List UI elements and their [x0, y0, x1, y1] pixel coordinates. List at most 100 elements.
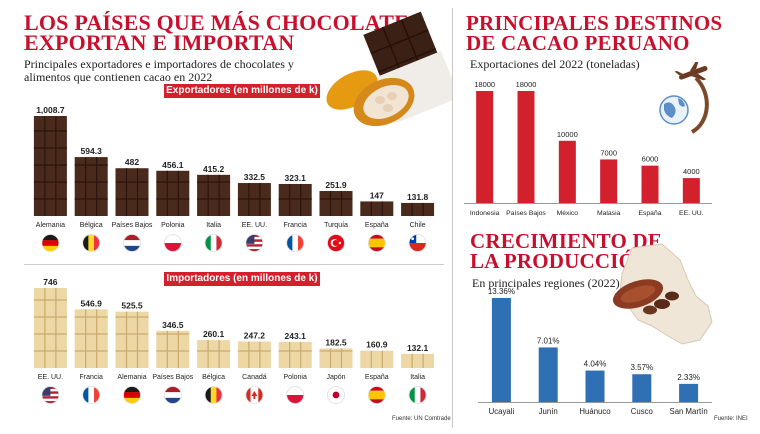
bar-group-espana: 160.9 España: [360, 340, 394, 404]
bar-group-alemania: 1,008.7 Alemania: [33, 105, 67, 252]
value-label-alemania: 1,008.7: [36, 105, 65, 115]
bar-mexico: [558, 140, 576, 203]
value-label-malasia: 7000: [600, 148, 617, 157]
bar-francia: [74, 309, 108, 368]
production-chart: 13.36% Ucayali 7.01% Junín 4.04% Huánuco 3.57%…: [478, 287, 712, 416]
bar-group-francia: 323.1 Francia: [278, 173, 312, 252]
value-label-turquia: 251.9: [325, 180, 347, 190]
bar-canada: [237, 341, 271, 368]
flag-usa-icon: [41, 386, 60, 404]
peru-map-cacao-illustration: [612, 243, 713, 345]
bar-group-paises-bajos: 482 Países Bajos: [112, 157, 153, 252]
flag-spain-icon: [367, 234, 386, 252]
bar-group-turquia: 251.9 Turquía: [319, 180, 353, 252]
chocolate-cacao-illustration: [326, 11, 452, 127]
bar-polonia: [278, 341, 312, 368]
category-label-italia: Italia: [206, 222, 221, 229]
bar-group-ucayali: 13.36% Ucayali: [488, 287, 515, 416]
value-label-francia: 546.9: [81, 298, 103, 308]
flag-poland-icon: [286, 386, 305, 404]
right-top-title-line1: PRINCIPALES DESTINOS: [466, 11, 723, 35]
left-source: Fuente: UN Comtrade: [392, 416, 451, 422]
value-label-italia: 132.1: [407, 343, 429, 353]
globe-icon: [659, 95, 689, 125]
exporters-chart: 1,008.7 Alemania 594.3 Bélgica 482 Países Baj…: [33, 105, 435, 252]
bar-espana: [360, 350, 394, 368]
bar-group-paises-bajos: 346.5 Países Bajos: [152, 320, 194, 404]
flag-france-icon: [286, 234, 305, 252]
category-label-francia: Francia: [80, 374, 103, 381]
right-bottom-title: CRECIMIENTO DE LA PRODUCCIÓN: [470, 231, 690, 272]
left-title-line1: LOS PAÍSES QUE MÁS CHOCOLATE: [24, 10, 409, 35]
category-label-alemania: Alemania: [117, 374, 146, 381]
flag-japan-icon: [327, 386, 345, 404]
category-label-huanuco: Huánuco: [579, 407, 611, 416]
value-label-indonesia: 18000: [474, 80, 495, 89]
bar-group-italia: 415.2 Italia: [197, 164, 231, 252]
category-label-espana: España: [365, 374, 389, 381]
category-label-junin: Junín: [539, 407, 558, 416]
bar-group-espana: 147 España: [360, 190, 394, 252]
exporters-banner: Exportadores (en millones de k): [164, 84, 320, 98]
bar-ucayali: [491, 298, 511, 402]
globe-airplane-illustration: [659, 62, 709, 134]
bar-francia: [278, 183, 312, 216]
bar-group-canada: 247.2 Canadá: [237, 330, 271, 404]
value-label-alemania: 525.5: [121, 301, 143, 311]
bar-group-huanuco: 4.04% Huánuco: [579, 360, 611, 416]
bar-alemania: [115, 311, 149, 368]
category-label-paises-bajos: Países Bajos: [506, 210, 546, 217]
flag-italy-icon: [408, 386, 427, 404]
category-label-italia: Italia: [410, 374, 425, 381]
value-label-mexico: 10000: [557, 130, 578, 139]
category-label-ee-uu: EE. UU.: [679, 210, 704, 217]
value-label-chile: 131.8: [407, 192, 429, 202]
category-label-polonia: Polonia: [161, 222, 184, 229]
cacao-beans-icon: [612, 279, 679, 315]
flag-spain-icon: [367, 386, 386, 404]
category-label-francia: Francia: [284, 222, 307, 229]
category-label-espana: España: [638, 210, 661, 217]
right-bottom-subtitle: En principales regiones (2022): [472, 276, 620, 290]
value-label-paises-bajos: 346.5: [162, 320, 184, 330]
destinations-chart: 18000 Indonesia 18000 Países Bajos 10000 Méxi…: [464, 80, 712, 217]
flag-germany-icon: [41, 234, 60, 252]
value-label-san-martin: 2.33%: [677, 373, 700, 382]
category-label-mexico: México: [557, 210, 579, 217]
value-label-paises-bajos: 18000: [516, 80, 537, 89]
value-label-polonia: 243.1: [285, 331, 307, 341]
value-label-polonia: 456.1: [162, 160, 184, 170]
divider-vertical: [452, 8, 453, 428]
value-label-francia: 323.1: [285, 173, 307, 183]
flag-belgium-icon: [82, 234, 101, 252]
category-label-turquia: Turquía: [324, 222, 348, 229]
category-label-alemania: Alemania: [36, 222, 65, 229]
bar-group-indonesia: 18000 Indonesia: [470, 80, 500, 217]
category-label-belgica: Bélgica: [202, 374, 225, 381]
left-subtitle: Principales exportadores e importadores …: [24, 58, 354, 84]
category-label-canada: Canadá: [242, 374, 267, 381]
flag-germany-icon: [123, 386, 141, 404]
bar-polonia: [156, 170, 190, 216]
left-title: LOS PAÍSES QUE MÁS CHOCOLATE EXPORTAN E …: [24, 10, 444, 54]
cacao-pod-icon: [326, 70, 415, 127]
flag-usa-icon: [245, 234, 264, 252]
bar-group-francia: 546.9 Francia: [74, 298, 108, 404]
flag-turkey-icon: [327, 234, 345, 252]
bar-ee-uu: [682, 178, 700, 203]
value-label-belgica: 260.1: [203, 329, 225, 339]
bar-group-belgica: 260.1 Bélgica: [197, 329, 231, 404]
flag-netherlands-icon: [123, 234, 141, 252]
value-label-espana: 6000: [642, 155, 659, 164]
bar-huanuco: [585, 370, 605, 402]
value-label-junin: 7.01%: [537, 336, 560, 345]
category-label-ee-uu: EE. UU.: [242, 222, 267, 229]
bar-san-martin: [679, 383, 699, 402]
category-label-polonia: Polonia: [284, 374, 307, 381]
bar-chile: [401, 202, 435, 216]
bar-turquia: [319, 191, 353, 216]
value-label-espana: 160.9: [366, 340, 388, 350]
right-top-subtitle: Exportaciones del 2022 (toneladas): [470, 57, 640, 71]
bar-paises-bajos: [115, 168, 149, 216]
value-label-huanuco: 4.04%: [584, 360, 607, 369]
